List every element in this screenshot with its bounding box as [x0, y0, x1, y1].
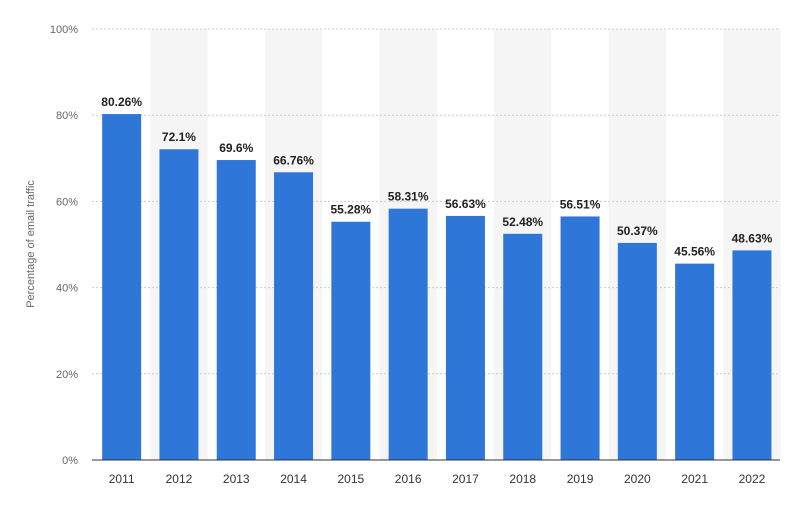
- y-tick-label: 0%: [62, 455, 78, 467]
- x-tick-label: 2012: [166, 472, 193, 486]
- x-tick-label: 2020: [624, 472, 651, 486]
- x-tick-label: 2019: [567, 472, 594, 486]
- bar-2012[interactable]: [159, 149, 199, 460]
- x-tick-label: 2017: [452, 472, 479, 486]
- y-axis-title: Percentage of email traffic: [25, 180, 37, 308]
- y-tick-label: 40%: [56, 283, 78, 295]
- y-axis-ticks: 0% 20% 40% 60% 80% 100%: [50, 24, 78, 467]
- x-axis-ticks: 2011 2012 2013 2014 2015 2016 2017 2018 2019 2020…: [109, 472, 766, 486]
- x-tick-label: 2018: [509, 472, 536, 486]
- bar-2013[interactable]: [216, 160, 256, 461]
- bar-2016[interactable]: [388, 208, 428, 460]
- x-tick-label: 2021: [681, 472, 708, 486]
- x-tick-label: 2013: [223, 472, 250, 486]
- bar-value-label: 69.6%: [219, 141, 253, 155]
- x-tick-label: 2015: [337, 472, 364, 486]
- gridlines: [92, 28, 780, 375]
- bar-value-labels: 80.26% 72.1% 69.6% 66.76% 55.28% 58.31% 56.63%…: [101, 95, 772, 259]
- bar-2019[interactable]: [560, 216, 600, 460]
- bar-value-label: 48.63%: [732, 231, 773, 245]
- bar-2011[interactable]: [102, 114, 142, 460]
- bar-value-label: 52.48%: [502, 215, 543, 229]
- x-tick-label: 2022: [739, 472, 766, 486]
- bar-value-label: 66.76%: [273, 153, 314, 167]
- y-tick-label: 20%: [56, 369, 78, 381]
- bar-2021[interactable]: [675, 263, 715, 460]
- y-tick-label: 60%: [56, 196, 78, 208]
- x-tick-label: 2014: [280, 472, 307, 486]
- x-tick-label: 2016: [395, 472, 422, 486]
- bar-value-label: 58.31%: [388, 190, 429, 204]
- y-tick-label: 100%: [50, 24, 78, 36]
- bar-2022[interactable]: [732, 250, 772, 460]
- bar-2015[interactable]: [331, 221, 371, 460]
- bar-value-label: 45.56%: [674, 245, 715, 259]
- bar-value-label: 50.37%: [617, 224, 658, 238]
- bar-value-label: 55.28%: [330, 203, 371, 217]
- bars: [102, 114, 772, 461]
- bar-value-label: 72.1%: [162, 130, 196, 144]
- y-tick-label: 80%: [56, 110, 78, 122]
- bar-2017[interactable]: [445, 215, 485, 460]
- bar-2018[interactable]: [503, 233, 543, 460]
- x-tick-label: 2011: [109, 472, 135, 486]
- bar-value-label: 56.51%: [560, 197, 601, 211]
- bar-value-label: 56.63%: [445, 197, 486, 211]
- bar-2020[interactable]: [617, 242, 657, 460]
- bar-value-label: 80.26%: [101, 95, 142, 109]
- bar-2014[interactable]: [274, 172, 314, 460]
